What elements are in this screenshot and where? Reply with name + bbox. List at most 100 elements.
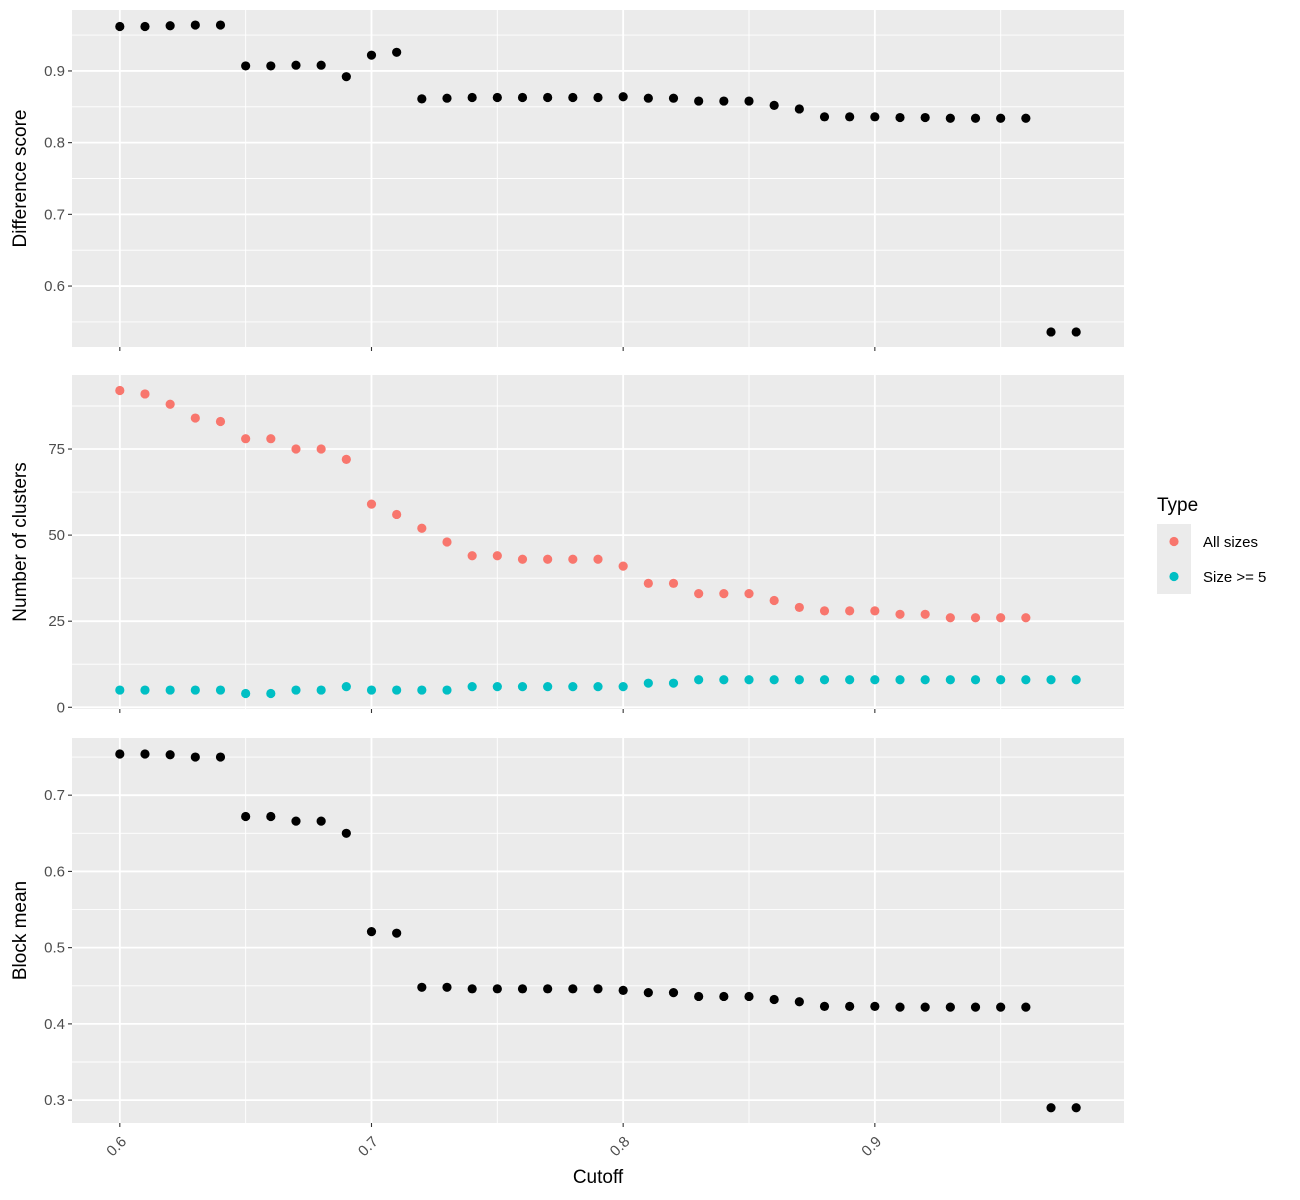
x-tick-label: 0.6 [103, 1133, 130, 1160]
data-point [517, 984, 528, 994]
y-tick-label: 0.4 [44, 1016, 65, 1033]
data-point [241, 61, 251, 71]
data-point [467, 551, 477, 561]
data-point [392, 685, 402, 695]
data-point [618, 92, 628, 102]
data-point [417, 94, 427, 104]
data-point [694, 589, 704, 599]
data-point [744, 991, 754, 1002]
data-point [643, 93, 653, 103]
data-point [467, 92, 477, 103]
data-point [845, 1001, 855, 1011]
data-point [593, 682, 603, 692]
x-tick-label: 0.9 [858, 1133, 885, 1160]
data-point [719, 589, 729, 599]
data-point [895, 1002, 905, 1012]
data-point [744, 96, 754, 106]
data-point [442, 982, 452, 992]
x-axis-title: Cutoff [573, 1167, 624, 1188]
y-tick-label: 0 [57, 699, 65, 716]
data-point [769, 595, 779, 606]
legend: Type All sizes Size >= 5 [1157, 495, 1266, 594]
y-tick-label: 0.7 [44, 206, 65, 223]
panel-2: 0 25 50 75 Number of clusters [10, 375, 1124, 716]
data-point [719, 675, 729, 685]
data-point [291, 444, 301, 454]
data-point [920, 112, 930, 123]
y-axis-title: Difference score [10, 110, 31, 248]
data-point [442, 685, 452, 695]
data-point [996, 1002, 1006, 1012]
data-point [819, 112, 830, 122]
data-point [996, 113, 1006, 123]
data-point [1046, 675, 1056, 685]
data-point [568, 984, 578, 994]
data-point [794, 997, 804, 1007]
data-point [517, 554, 528, 564]
data-point [870, 1001, 880, 1011]
data-point [668, 678, 679, 688]
data-point [115, 685, 125, 695]
data-point [1021, 113, 1031, 123]
legend-label: All sizes [1203, 534, 1258, 551]
data-point [266, 61, 276, 71]
data-point [694, 675, 704, 685]
y-tick-label: 0.5 [44, 940, 65, 957]
data-point [366, 499, 377, 509]
legend-title: Type [1157, 495, 1198, 516]
data-point [366, 685, 377, 695]
data-point [165, 685, 175, 695]
data-point [492, 984, 502, 994]
data-point [1071, 1103, 1081, 1113]
data-point [215, 416, 226, 427]
y-axis-title: Block mean [10, 881, 31, 980]
data-point [593, 92, 603, 103]
data-point [694, 96, 704, 106]
data-point [593, 984, 603, 994]
data-point [1071, 327, 1081, 337]
panel-background [72, 738, 1124, 1123]
data-point [165, 21, 175, 31]
data-point [215, 752, 226, 762]
data-point [643, 988, 653, 998]
data-point [996, 613, 1006, 623]
data-point [819, 675, 830, 685]
data-point [970, 613, 981, 623]
data-point [668, 93, 679, 103]
data-point [1021, 613, 1031, 623]
data-point [140, 21, 150, 32]
data-point [719, 991, 729, 1002]
data-point [266, 688, 276, 699]
series [115, 749, 1081, 1113]
y-tick-label: 25 [48, 613, 65, 630]
data-point [744, 589, 754, 599]
data-point [190, 685, 200, 695]
data-point [316, 444, 326, 454]
data-point [945, 1002, 955, 1012]
data-point [568, 92, 578, 103]
data-point [341, 682, 351, 692]
data-point [140, 389, 150, 399]
data-point [794, 104, 804, 114]
data-point [845, 675, 855, 685]
data-point [140, 685, 150, 695]
data-point [140, 749, 150, 759]
y-tick-label: 0.3 [44, 1092, 65, 1109]
data-point [970, 675, 981, 685]
data-point [970, 1002, 981, 1012]
y-tick-label: 0.9 [44, 63, 65, 80]
legend-entry: Size >= 5 [1157, 559, 1266, 594]
data-point [392, 509, 402, 520]
data-point [769, 994, 779, 1005]
data-point [593, 554, 603, 564]
data-point [945, 613, 955, 623]
legend-swatch [1169, 571, 1179, 582]
data-point [115, 21, 125, 32]
data-point [266, 811, 276, 822]
data-point [115, 749, 125, 759]
data-point [870, 606, 880, 616]
data-point [417, 523, 427, 533]
data-point [1046, 327, 1056, 337]
data-point [115, 385, 125, 396]
